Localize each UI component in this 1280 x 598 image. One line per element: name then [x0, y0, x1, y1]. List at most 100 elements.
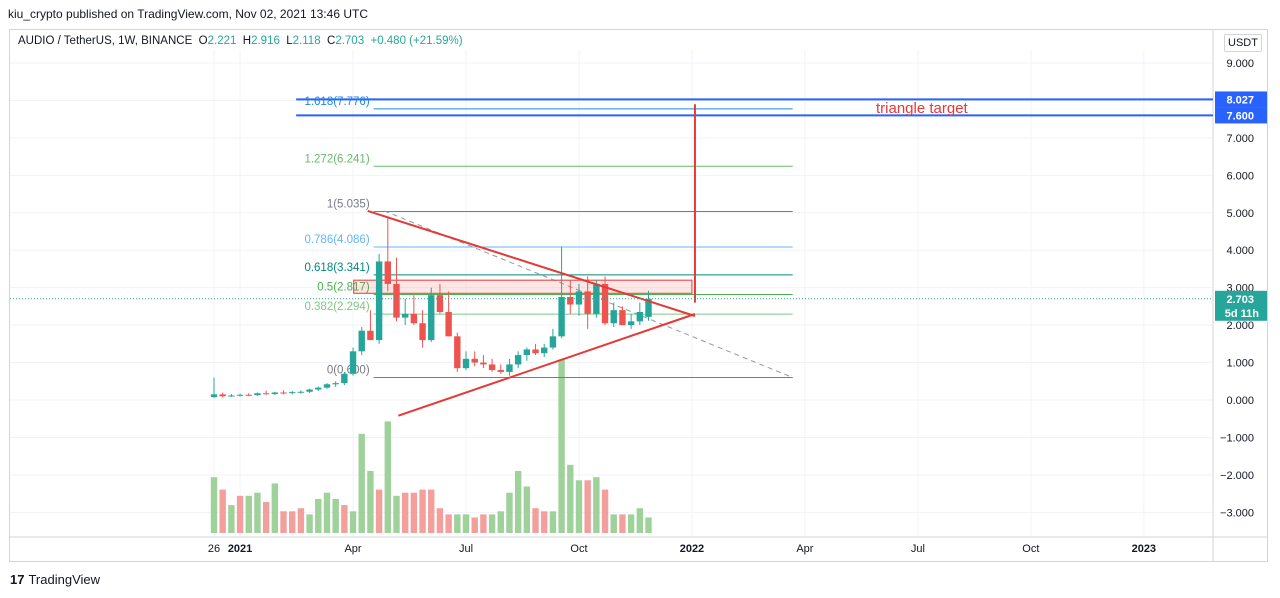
- candle-body: [254, 393, 261, 396]
- x-tick-label: 2021: [228, 543, 252, 555]
- volume-bar: [262, 502, 270, 533]
- fib-level-label: 0.382(2.294): [304, 301, 369, 313]
- candle-body: [523, 349, 531, 356]
- candle-body: [367, 330, 374, 341]
- candle-body: [445, 312, 452, 337]
- candle-body: [645, 298, 652, 317]
- volume-bar: [349, 511, 357, 533]
- y-tick-label: 7.000: [1226, 133, 1254, 145]
- y-tick-label: −2.000: [1220, 470, 1254, 482]
- close-value: 2.703: [335, 35, 365, 47]
- candle-body: [262, 393, 270, 395]
- candle-body: [541, 347, 548, 354]
- volume-bar: [419, 489, 426, 533]
- volume-bar: [315, 498, 322, 533]
- candle-body: [627, 321, 635, 326]
- candle-body: [280, 392, 287, 394]
- low-value: 2.118: [292, 35, 321, 47]
- candle-body: [558, 297, 565, 337]
- volume-bar: [280, 511, 287, 533]
- close-label: C: [327, 35, 336, 47]
- volume-bar: [514, 471, 522, 533]
- volume-bar: [488, 514, 496, 533]
- last-price-label-bg: [1215, 290, 1267, 321]
- target-price-label-bg: [1215, 107, 1267, 124]
- volume-bar: [462, 514, 470, 533]
- triangle-lower-line: [398, 313, 696, 417]
- volume-bar: [636, 508, 644, 533]
- volume-bar: [610, 514, 617, 533]
- volume-bar: [575, 480, 583, 533]
- candle-body: [315, 387, 322, 390]
- candle-body: [228, 395, 235, 397]
- high-value: 2.916: [251, 35, 280, 47]
- candle-body: [297, 391, 305, 393]
- y-tick-label: 6.000: [1226, 170, 1254, 182]
- volume-bar: [323, 492, 331, 533]
- volume-bar: [593, 477, 600, 533]
- x-tick-label: Jul: [911, 543, 925, 555]
- volume-bar: [619, 514, 626, 533]
- fib-level-label: 1(5.035): [327, 198, 370, 210]
- high-label: H: [242, 35, 252, 47]
- candle-body: [575, 291, 583, 305]
- currency-button[interactable]: USDT: [1224, 34, 1262, 52]
- fib-level-label: 1.618(7.776): [304, 96, 369, 108]
- candle-body: [358, 330, 365, 352]
- candle-body: [636, 312, 644, 322]
- candle-body: [349, 351, 357, 374]
- y-tick-label: 2.000: [1226, 320, 1254, 332]
- x-tick-label: Oct: [570, 543, 587, 555]
- volume-bar: [445, 514, 452, 533]
- candle-body: [245, 394, 252, 396]
- volume-bar: [454, 514, 461, 533]
- volume-bar: [558, 359, 565, 533]
- candle-body: [236, 394, 244, 396]
- volume-bar: [471, 517, 478, 533]
- candle-body: [462, 358, 470, 369]
- y-tick-label: 9.000: [1226, 58, 1254, 70]
- volume-bar: [219, 489, 226, 533]
- volume-bar: [358, 433, 365, 533]
- volume-bar: [332, 498, 339, 533]
- candle-body: [584, 291, 591, 314]
- candle-body: [289, 392, 296, 394]
- candle-body: [480, 362, 487, 365]
- volume-bar: [393, 495, 400, 533]
- volume-bar: [627, 514, 635, 533]
- target-price-label-bg: [1215, 91, 1267, 108]
- publish-header: kiu_crypto published on TradingView.com,…: [8, 7, 368, 21]
- volume-bar: [210, 477, 218, 533]
- candle-body: [410, 313, 418, 324]
- y-tick-label: 4.000: [1226, 245, 1254, 257]
- volume-bar: [645, 517, 652, 533]
- volume-bar: [436, 508, 444, 533]
- volume-bar: [567, 464, 574, 533]
- candle-body: [306, 389, 313, 392]
- x-tick-label: Apr: [796, 543, 813, 555]
- low-label: L: [286, 35, 293, 47]
- fib-level-label: 0.5(2.817): [317, 282, 370, 294]
- candle-body: [341, 373, 348, 384]
- volume-bar: [367, 471, 374, 533]
- volume-bar: [549, 511, 557, 533]
- x-tick-label: 2022: [680, 543, 704, 555]
- target-price-label: 7.600: [1226, 110, 1254, 122]
- candle-body: [384, 261, 391, 284]
- candle-body: [567, 297, 574, 305]
- candle-body: [532, 349, 539, 354]
- candle-body: [393, 283, 400, 318]
- volume-bar: [410, 492, 418, 533]
- volume-bar: [532, 508, 539, 533]
- open-value: 2.221: [207, 35, 237, 47]
- candle-body: [454, 336, 461, 369]
- triangle-target-annotation: triangle target: [876, 100, 969, 117]
- chart-frame: [9, 29, 1268, 562]
- volume-bar: [245, 495, 252, 533]
- tradingview-logo[interactable]: 17 TradingView: [10, 572, 100, 587]
- symbol-name[interactable]: AUDIO / TetherUS, 1W, BINANCE: [18, 35, 193, 47]
- volume-bar: [236, 495, 244, 533]
- volume-bar: [375, 489, 383, 533]
- change-value: +0.480 (+21.59%): [370, 35, 463, 47]
